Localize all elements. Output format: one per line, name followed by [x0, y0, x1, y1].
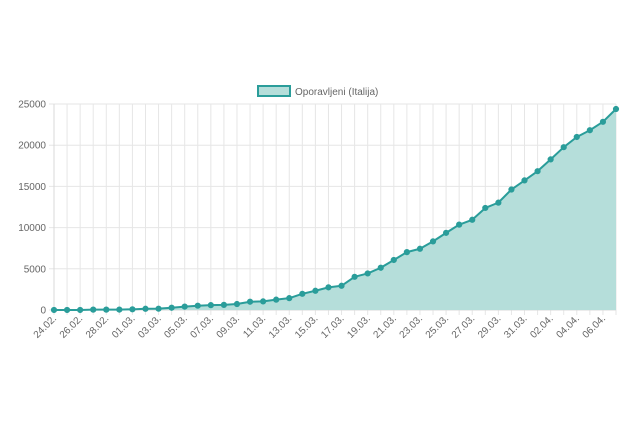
- y-tick-label: 20000: [18, 141, 46, 152]
- data-point[interactable]: [103, 306, 110, 313]
- data-point[interactable]: [312, 287, 319, 294]
- data-point[interactable]: [90, 306, 97, 313]
- legend-label[interactable]: Oporavljeni (Italija): [295, 87, 378, 98]
- data-point[interactable]: [325, 284, 332, 291]
- data-point[interactable]: [260, 298, 267, 305]
- legend-swatch[interactable]: [257, 85, 291, 97]
- data-point[interactable]: [207, 302, 214, 309]
- x-tick-label: 27.03.: [450, 313, 477, 340]
- data-point[interactable]: [560, 144, 567, 151]
- data-point[interactable]: [495, 199, 502, 206]
- x-tick-label: 04.04.: [554, 313, 581, 340]
- data-point[interactable]: [390, 256, 397, 264]
- y-tick-label: 25000: [18, 100, 46, 111]
- data-point[interactable]: [129, 306, 136, 313]
- x-tick-label: 29.03.: [476, 313, 503, 340]
- data-point[interactable]: [142, 305, 149, 312]
- x-tick-label: 19.03.: [345, 313, 372, 340]
- data-point[interactable]: [377, 264, 384, 271]
- data-point[interactable]: [116, 306, 123, 313]
- data-point[interactable]: [416, 245, 424, 252]
- series-area: [54, 109, 616, 310]
- x-tick-label: 31.03.: [502, 313, 529, 340]
- x-tick-label: 25.03.: [424, 313, 451, 340]
- x-tick-label: 17.03.: [319, 313, 346, 340]
- data-points: [50, 105, 620, 314]
- y-tick-label: 15000: [18, 182, 46, 193]
- data-point[interactable]: [77, 306, 84, 314]
- y-tick-label: 0: [40, 306, 46, 317]
- x-tick-label: 23.03.: [398, 313, 425, 340]
- x-tick-label: 11.03.: [241, 313, 268, 340]
- data-point[interactable]: [442, 229, 450, 236]
- data-point[interactable]: [534, 168, 541, 175]
- data-point[interactable]: [220, 301, 228, 308]
- data-point[interactable]: [338, 282, 345, 289]
- data-point[interactable]: [168, 304, 175, 311]
- data-point[interactable]: [456, 221, 463, 228]
- data-point[interactable]: [364, 270, 371, 277]
- data-point[interactable]: [50, 306, 58, 314]
- data-point[interactable]: [286, 295, 293, 302]
- x-tick-label: 01.03.: [110, 313, 137, 340]
- x-tick-label: 21.03.: [371, 313, 398, 340]
- data-point[interactable]: [155, 305, 162, 312]
- data-point[interactable]: [273, 296, 280, 303]
- x-tick-label: 07.03.: [189, 313, 216, 340]
- data-point[interactable]: [429, 238, 437, 245]
- y-tick-label: 5000: [24, 264, 47, 275]
- y-tick-label: 10000: [18, 223, 46, 234]
- x-tick-label: 13.03.: [267, 313, 294, 340]
- data-point[interactable]: [351, 273, 358, 280]
- x-tick-label: 24.02.: [32, 313, 59, 340]
- data-point[interactable]: [547, 156, 554, 163]
- data-point[interactable]: [612, 105, 620, 113]
- legend[interactable]: Oporavljeni (Italija): [257, 85, 378, 98]
- x-tick-label: 28.02.: [84, 313, 111, 340]
- data-point[interactable]: [586, 127, 593, 134]
- x-axis: 24.02.26.02.28.02.01.03.03.03.05.03.07.0…: [32, 313, 608, 340]
- data-point[interactable]: [181, 303, 188, 310]
- x-tick-label: 02.04.: [528, 313, 555, 340]
- data-point[interactable]: [63, 306, 71, 314]
- data-point[interactable]: [508, 186, 515, 193]
- data-point[interactable]: [521, 177, 528, 184]
- x-tick-label: 03.03.: [136, 313, 163, 340]
- x-tick-label: 06.04.: [581, 313, 608, 340]
- x-tick-label: 15.03.: [293, 313, 320, 340]
- data-point[interactable]: [573, 133, 580, 141]
- data-point[interactable]: [246, 298, 254, 305]
- x-tick-label: 05.03.: [162, 313, 189, 340]
- data-point[interactable]: [469, 216, 476, 223]
- data-point[interactable]: [403, 249, 410, 256]
- data-point[interactable]: [599, 118, 607, 125]
- data-point[interactable]: [233, 300, 241, 308]
- x-tick-label: 26.02.: [58, 313, 85, 340]
- data-point[interactable]: [299, 290, 306, 297]
- x-tick-label: 09.03.: [215, 313, 242, 340]
- data-point[interactable]: [194, 302, 201, 309]
- y-axis: 0 5000 10000 15000 20000 25000: [18, 100, 46, 317]
- data-point[interactable]: [482, 204, 489, 212]
